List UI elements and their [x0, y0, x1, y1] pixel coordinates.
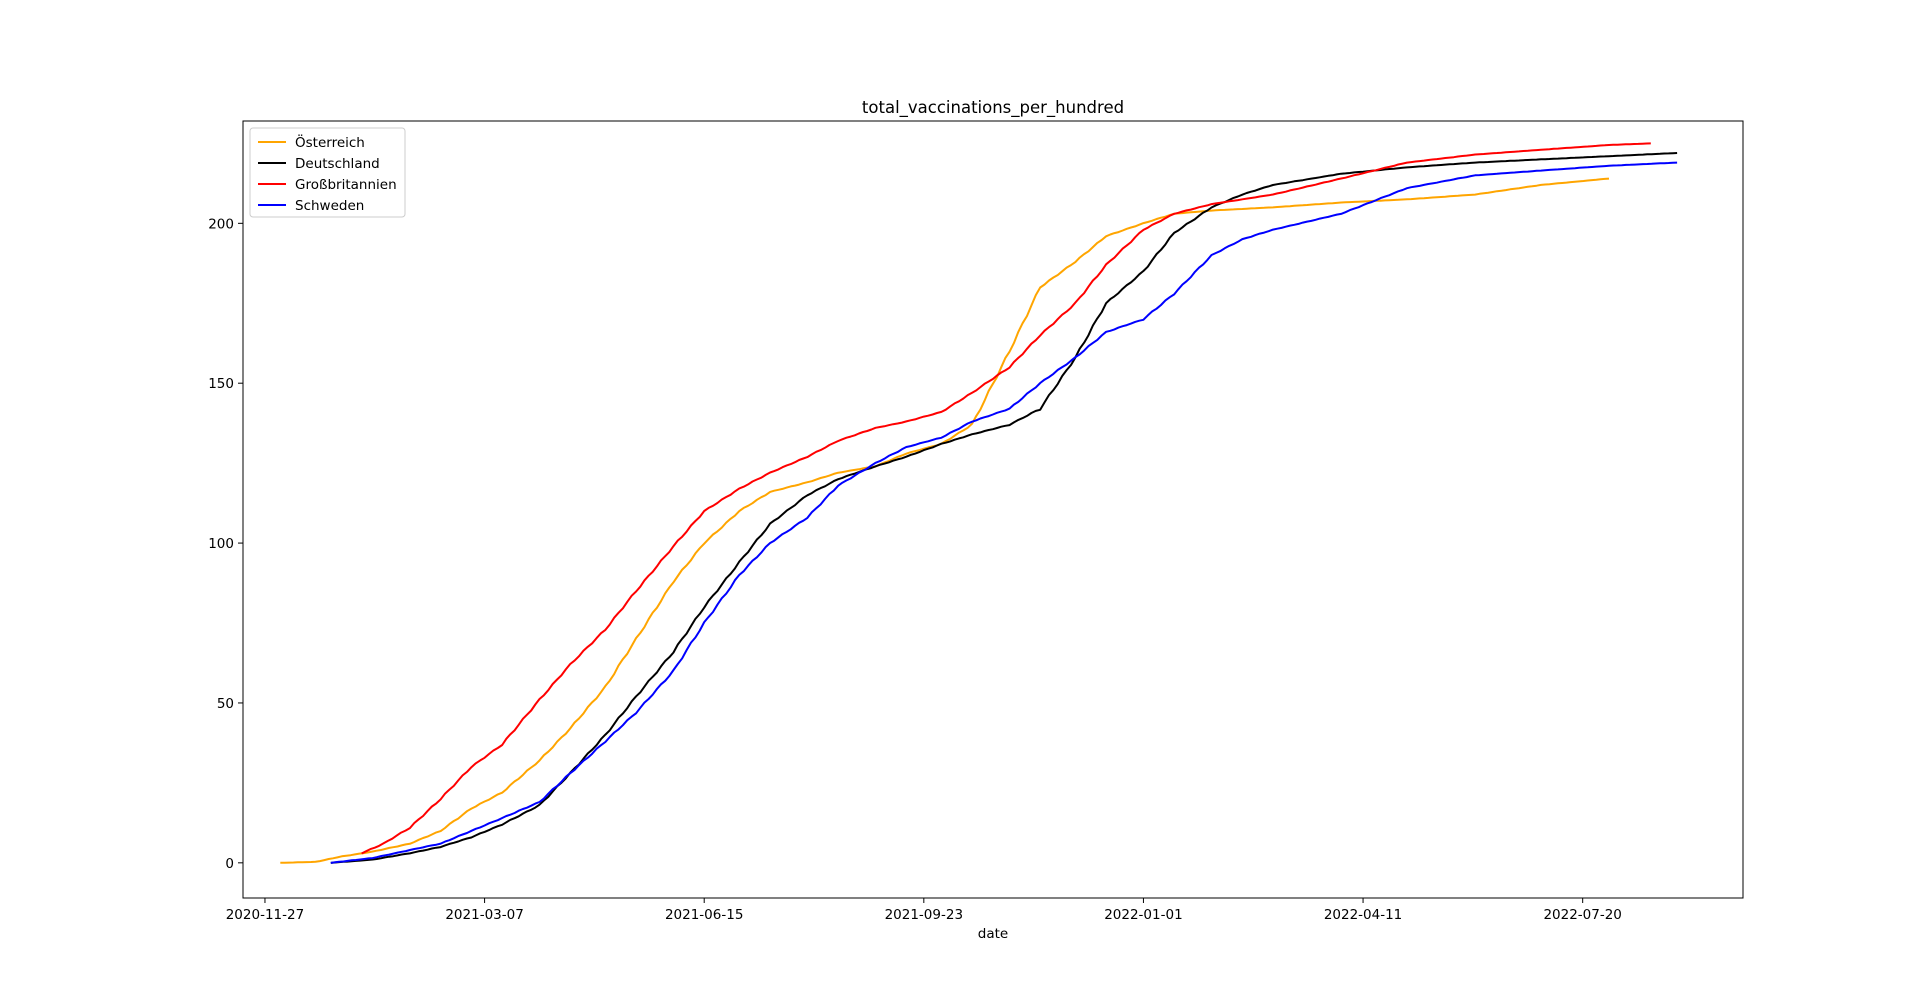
legend-label: Großbritannien: [295, 177, 397, 193]
legend-label: Österreich: [295, 133, 365, 151]
x-axis: 2020-11-27 2021-03-07 2021-06-15 2021-09-23…: [226, 898, 1622, 923]
series-line: [330, 152, 1678, 864]
y-tick-label: 50: [217, 696, 234, 712]
y-axis: 0 50 100 150 200: [208, 216, 243, 872]
legend: Österreich Deutschland Großbritannien Schwe…: [249, 127, 406, 218]
x-tick-label: 2021-03-07: [445, 907, 523, 923]
x-tick-label: 2022-01-01: [1104, 907, 1182, 923]
legend-label: Deutschland: [295, 156, 380, 172]
x-axis-label: date: [978, 926, 1008, 942]
x-tick-label: 2021-09-23: [885, 907, 963, 923]
x-tick-label: 2022-04-11: [1324, 907, 1402, 923]
x-tick-label: 2022-07-20: [1543, 907, 1621, 923]
y-tick-label: 200: [208, 216, 234, 232]
legend-box: [249, 127, 406, 218]
series-line: [280, 177, 1610, 864]
plot-frame: [242, 120, 1744, 899]
y-tick-label: 100: [208, 536, 234, 552]
y-tick-label: 150: [208, 376, 234, 392]
series-line: [361, 142, 1651, 855]
series-line: [330, 161, 1678, 864]
legend-label: Schweden: [295, 198, 364, 214]
x-tick-label: 2020-11-27: [226, 907, 304, 923]
plot-background: [243, 121, 1743, 898]
plot-area: [243, 121, 1743, 898]
chart-title: total_vaccinations_per_hundred: [862, 98, 1124, 118]
x-tick-label: 2021-06-15: [665, 907, 743, 923]
series-layer: [280, 142, 1678, 864]
y-tick-label: 0: [225, 856, 234, 872]
